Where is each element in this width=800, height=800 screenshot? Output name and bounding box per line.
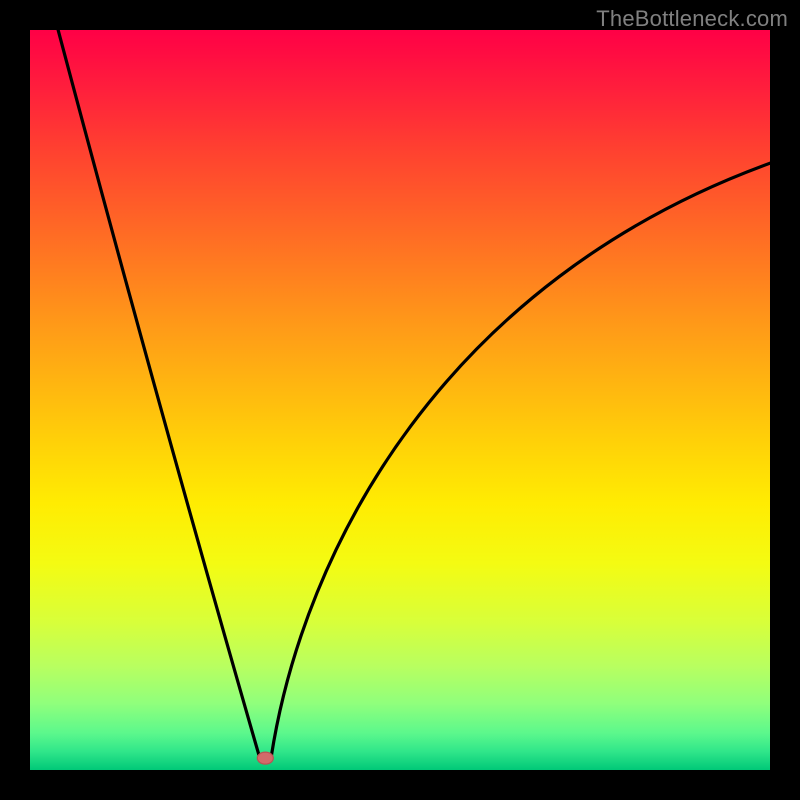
frame-right (770, 0, 800, 800)
minimum-marker (257, 752, 273, 764)
bottleneck-chart (0, 0, 800, 800)
watermark-text: TheBottleneck.com (596, 6, 788, 32)
gradient-background (30, 30, 770, 770)
frame-left (0, 0, 30, 800)
chart-container: TheBottleneck.com (0, 0, 800, 800)
frame-bottom (0, 770, 800, 800)
